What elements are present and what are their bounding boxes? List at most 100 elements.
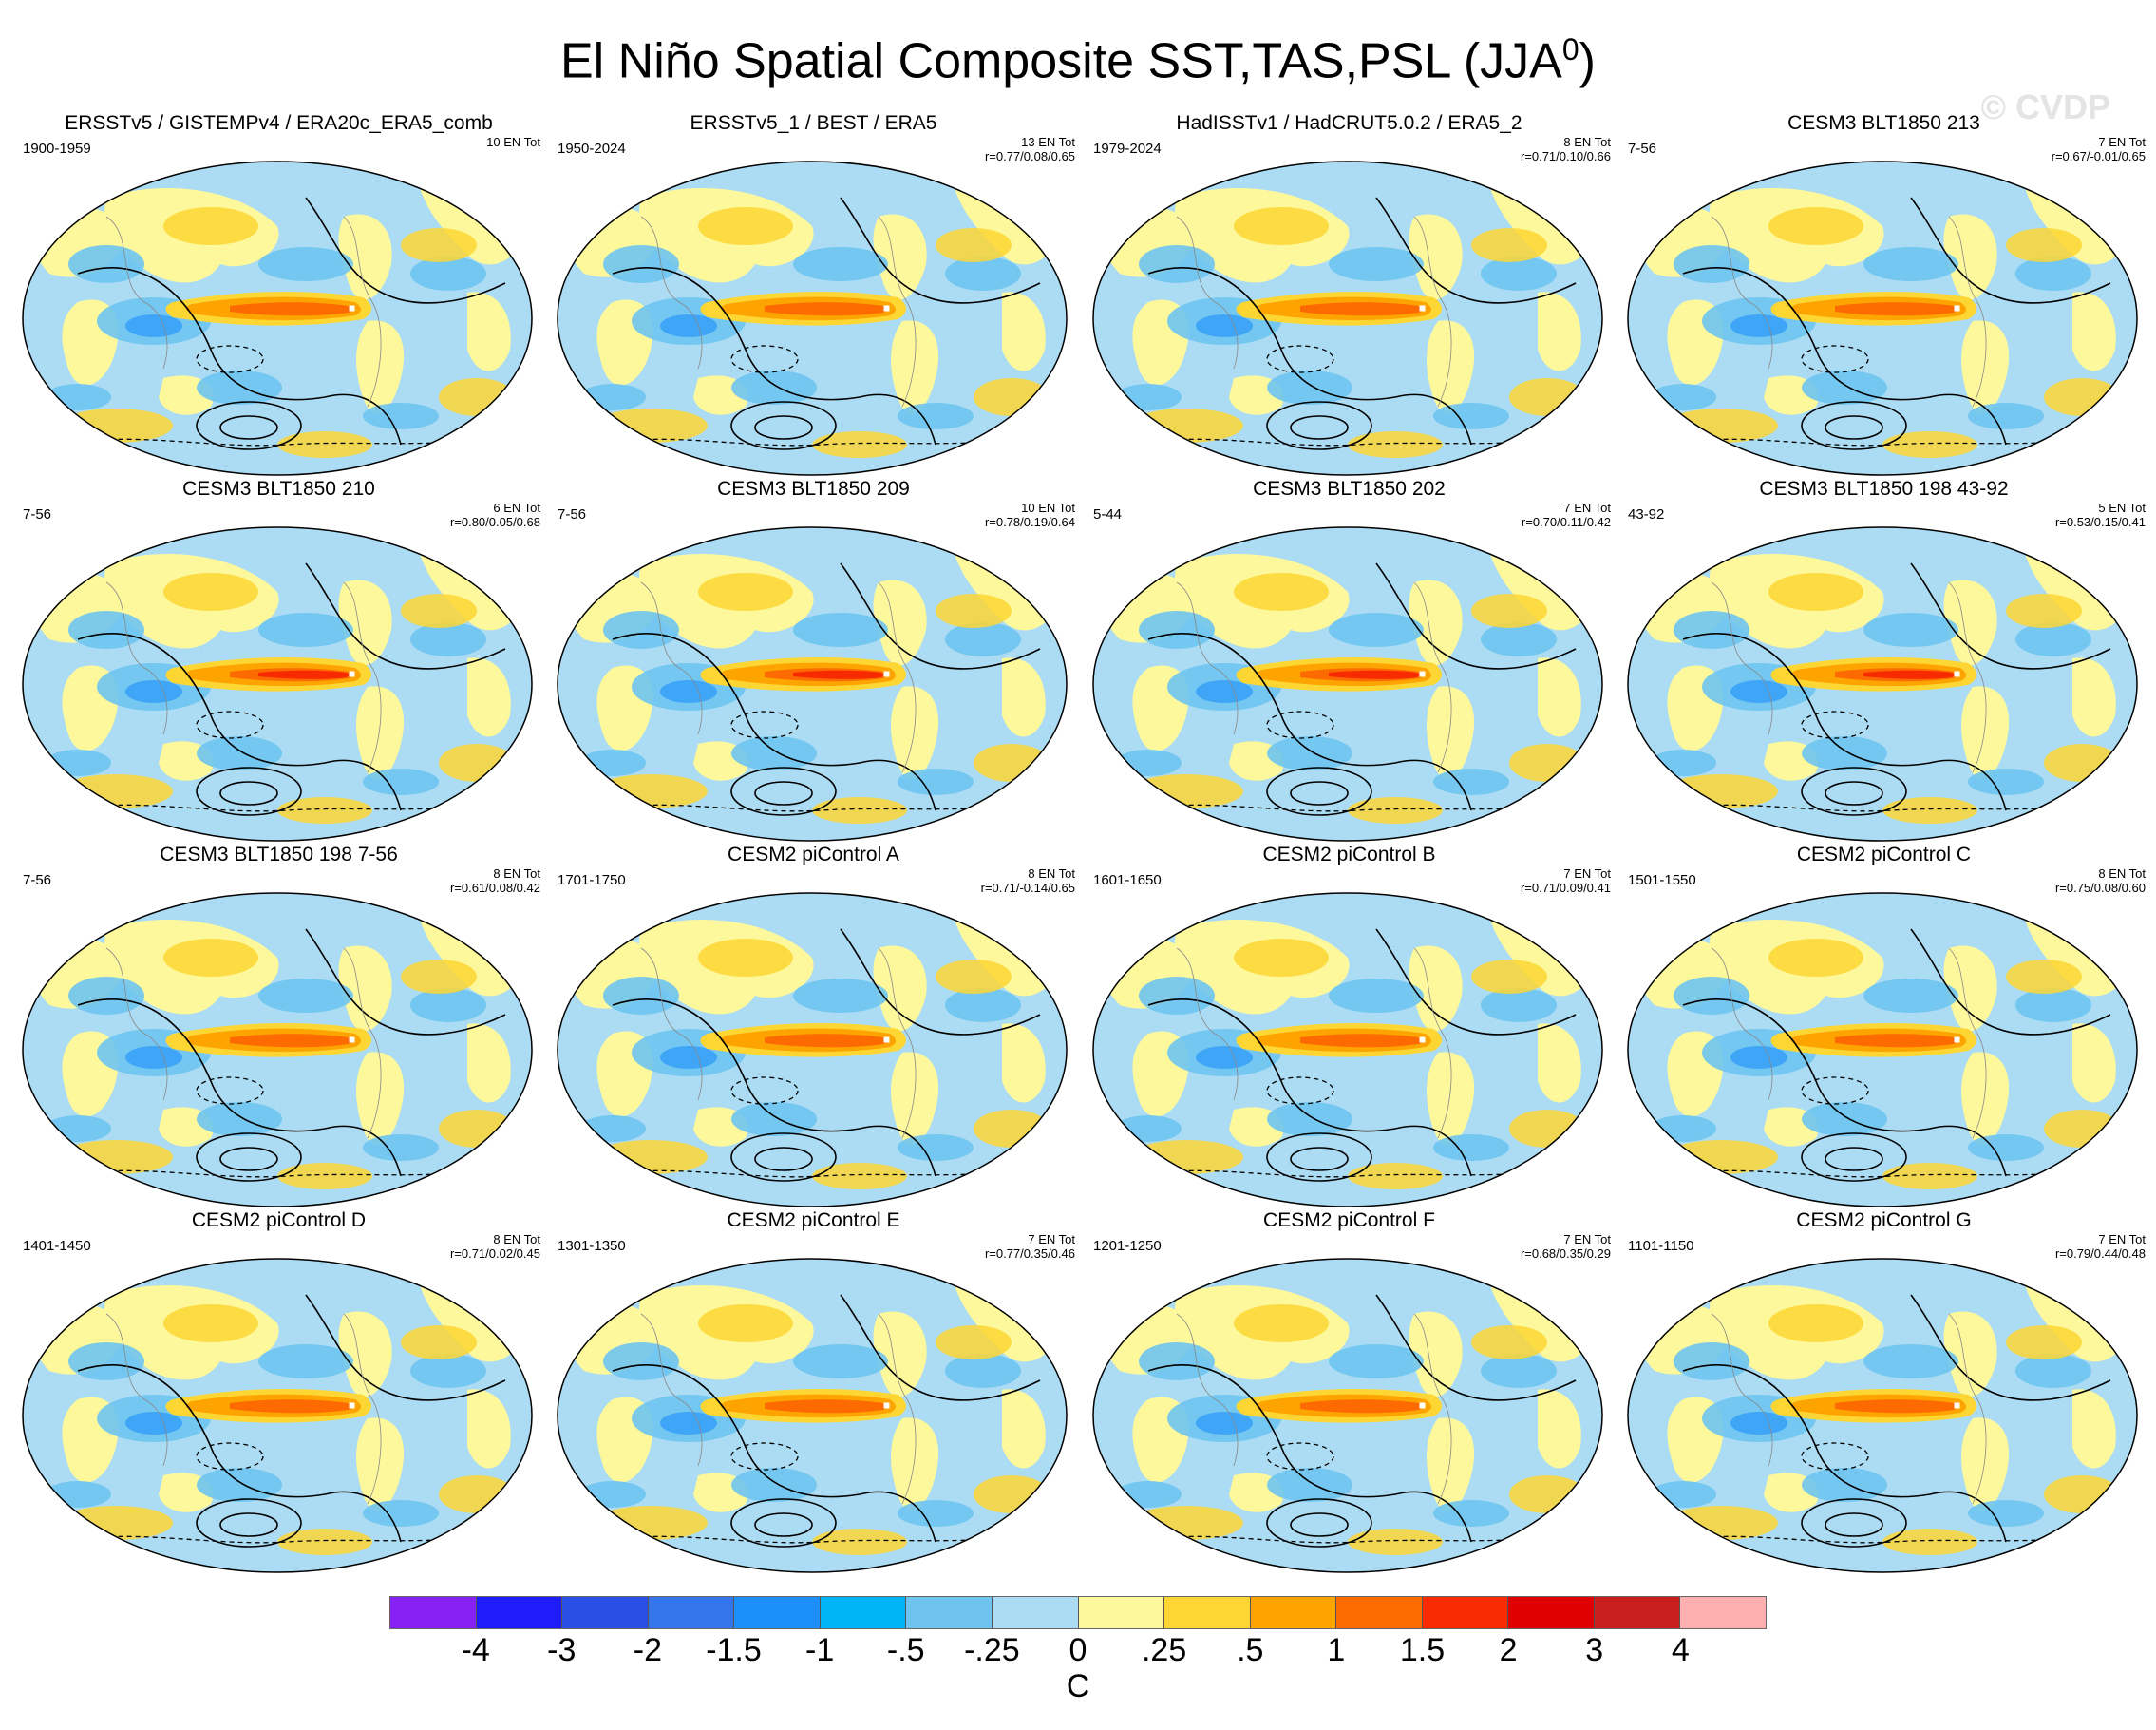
cold-anomaly — [898, 1500, 974, 1527]
cold-anomaly — [2015, 988, 2091, 1022]
pattern-correlation-text: r=0.75/0.08/0.60 — [2054, 881, 2146, 895]
panel-years: 5-44 — [1093, 506, 1123, 523]
slp-contour-positive — [305, 197, 506, 304]
colorbar — [389, 1596, 1767, 1629]
colorbar-tick-label: -1.5 — [706, 1632, 762, 1668]
warm-anomaly — [2006, 1325, 2082, 1359]
land-region — [1943, 580, 1997, 666]
warm-anomaly — [1882, 1529, 1977, 1555]
cold-anomaly-strong — [660, 680, 717, 703]
cold-anomaly — [1802, 1468, 1887, 1502]
cold-anomaly-strong — [125, 680, 182, 703]
warm-anomaly — [401, 228, 477, 262]
slp-contour-positive — [1290, 1512, 1349, 1537]
map-panel: CESM3 BLT1850 210 7-56 6 EN Tot r=0.80/0.05… — [9, 478, 548, 850]
slp-contour-positive — [1825, 1147, 1883, 1171]
enso-tongue-core — [1835, 1034, 1957, 1048]
slp-contour-negative — [730, 1076, 799, 1105]
slp-contour-positive — [840, 928, 1041, 1036]
nino-box-marker — [1954, 671, 1960, 677]
slp-contour-positive — [730, 767, 837, 816]
warm-anomaly — [439, 744, 515, 782]
colorbar-tick-label: 2 — [1499, 1632, 1518, 1668]
colorbar-swatch — [734, 1597, 821, 1628]
enso-tongue-peak — [1863, 670, 1955, 679]
cold-anomaly — [1650, 1481, 1716, 1508]
land-region — [891, 320, 939, 414]
panel-title: CESM3 BLT1850 198 7-56 — [160, 844, 398, 865]
map-border — [1092, 161, 1603, 476]
colorbar-swatch — [1508, 1597, 1595, 1628]
cold-anomaly — [1115, 1481, 1182, 1508]
enso-tongue-peak — [1329, 670, 1420, 679]
slp-contour-positive — [77, 267, 402, 446]
coastline — [640, 216, 703, 370]
panel-event-count: 7 EN Tot r=0.70/0.11/0.42 — [1522, 501, 1611, 529]
robinson-map — [22, 1258, 533, 1573]
pattern-correlation-text: r=0.71/0.02/0.45 — [449, 1246, 540, 1261]
panel-event-count: 10 EN Tot — [486, 135, 540, 149]
figure-title: El Niño Spatial Composite SST,TAS,PSL (J… — [0, 21, 2156, 89]
panel-years: 1701-1750 — [558, 872, 626, 888]
cold-anomaly — [731, 1468, 817, 1502]
slp-contour-negative — [1801, 1442, 1869, 1471]
panel-event-count: 8 EN Tot r=0.71/0.10/0.66 — [1521, 135, 1611, 163]
panel-years: 7-56 — [23, 872, 52, 888]
cold-anomaly — [1267, 1468, 1352, 1502]
slp-contour-negative — [196, 345, 264, 373]
cold-anomaly — [258, 613, 353, 647]
nino-box-marker — [883, 1402, 890, 1409]
slp-contour-positive — [1825, 781, 1883, 806]
panel-years: 1900-1959 — [23, 141, 91, 157]
warm-anomaly — [1234, 207, 1329, 245]
cold-anomaly — [1802, 1102, 1887, 1136]
enso-tongue-core — [1835, 302, 1957, 316]
slp-contour-positive — [196, 767, 302, 816]
slp-contour-positive — [1682, 267, 2007, 446]
cvdp-watermark: © CVDP — [1980, 87, 2110, 126]
warm-anomaly — [1234, 939, 1329, 977]
warm-anomaly — [439, 1475, 515, 1513]
robinson-map — [22, 526, 533, 842]
warm-anomaly — [1348, 797, 1443, 824]
nino-box-marker — [883, 1036, 890, 1043]
colorbar-swatch — [906, 1597, 993, 1628]
map-border — [22, 1258, 533, 1573]
land-region — [356, 686, 405, 780]
colorbar-tick-label: -.5 — [886, 1632, 925, 1668]
slp-contour-negative — [58, 1166, 516, 1178]
map-panel: CESM2 piControl B 1601-1650 7 EN Tot r=0.71… — [1080, 844, 1618, 1216]
event-count-text: 8 EN Tot — [493, 866, 540, 881]
warm-anomaly — [974, 1110, 1050, 1148]
slp-contour-positive — [1910, 562, 2111, 670]
robinson-map — [1627, 892, 2138, 1207]
enso-tongue-core — [230, 1399, 352, 1414]
map-panel: CESM2 piControl D 1401-1450 8 EN Tot r=0.71… — [9, 1209, 548, 1582]
map-border — [1092, 526, 1603, 842]
robinson-map — [557, 161, 1068, 476]
warm-anomaly — [1471, 960, 1547, 994]
cold-anomaly — [1329, 979, 1424, 1013]
land-region — [1002, 292, 1046, 371]
cold-anomaly-strong — [1730, 1046, 1787, 1069]
slp-contour-positive — [612, 998, 936, 1177]
enso-tongue-core — [765, 1399, 887, 1414]
cold-anomaly — [1139, 611, 1215, 649]
slp-contour-positive — [77, 633, 402, 811]
pattern-correlation-text: r=0.79/0.44/0.48 — [2054, 1246, 2146, 1261]
slp-contour-positive — [754, 1147, 813, 1171]
cold-anomaly — [363, 1500, 439, 1527]
land-region — [338, 1311, 392, 1397]
cold-anomaly — [1863, 613, 1958, 647]
slp-contour-positive — [1290, 415, 1349, 440]
warm-anomaly — [1768, 573, 1863, 611]
land-region — [1409, 214, 1463, 300]
warm-anomaly — [936, 960, 1012, 994]
colorbar-tick-label: 0 — [1069, 1632, 1087, 1668]
cold-anomaly — [793, 979, 888, 1013]
slp-contour-positive — [1682, 1364, 2007, 1543]
cold-anomaly — [731, 736, 817, 770]
coastline — [640, 947, 703, 1101]
slp-contour-positive — [612, 1364, 936, 1543]
cold-anomaly — [1650, 384, 1716, 410]
